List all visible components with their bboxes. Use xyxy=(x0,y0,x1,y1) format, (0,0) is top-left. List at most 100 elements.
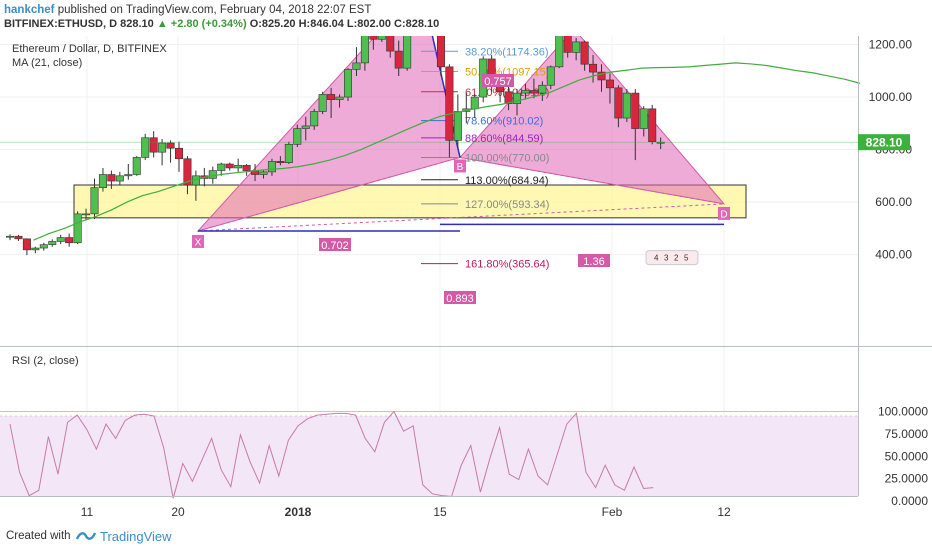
candle-body xyxy=(158,142,167,153)
candle-body xyxy=(267,161,276,173)
harmonic-point-label: D xyxy=(720,209,727,220)
time-tick-label: Feb xyxy=(602,505,623,519)
candle-body xyxy=(225,163,234,169)
candle-body xyxy=(538,84,547,94)
candle-body xyxy=(217,163,226,171)
candle-body xyxy=(360,36,369,64)
fib-level-label: 161.80%(365.64) xyxy=(465,259,549,271)
candle-body xyxy=(6,235,15,238)
candle-body xyxy=(124,174,133,177)
candle-body xyxy=(504,91,513,104)
candle-body xyxy=(580,41,589,65)
time-tick-label: 2018 xyxy=(285,505,312,519)
candle-body xyxy=(107,174,116,182)
candle-body xyxy=(242,165,251,171)
candle-body xyxy=(90,187,99,215)
rsi-tick-label: 75.0000 xyxy=(885,427,929,441)
tradingview-logo-icon xyxy=(76,532,96,540)
ratio-line-bd xyxy=(459,156,725,205)
rsi-tick-label: 100.0000 xyxy=(878,405,928,419)
ratio-label: 0.893 xyxy=(446,293,474,305)
candle-body xyxy=(318,94,327,112)
rsi-tick-label: 50.0000 xyxy=(885,449,929,463)
moving-average-line xyxy=(33,62,861,241)
harmonic-point-marker xyxy=(192,234,204,248)
harmonic-point-label: X xyxy=(195,237,202,248)
candle-body xyxy=(98,174,107,188)
candle-body xyxy=(141,137,150,158)
candle-body xyxy=(301,125,310,129)
tradingview-link[interactable]: TradingView xyxy=(100,529,172,544)
candle-body xyxy=(555,36,564,68)
candle-body xyxy=(14,235,23,240)
candle-body xyxy=(183,158,192,186)
ratio-badge xyxy=(319,238,351,251)
price-chart[interactable]: 0.00%(1424.30)38.20%(1174.36)50.00%(1097… xyxy=(0,36,932,524)
candle-body xyxy=(521,90,530,94)
candle-body xyxy=(563,36,572,53)
harmonic-point-label: B xyxy=(457,162,464,173)
last-price-badge-label: 828.10 xyxy=(866,136,903,150)
candle-body xyxy=(512,92,521,104)
fib-level-label: 78.60%(910.02) xyxy=(465,116,543,128)
candle-body xyxy=(639,108,648,129)
last-price: 828.10 xyxy=(120,18,154,30)
candle-body xyxy=(73,213,82,244)
fib-level-label: 88.60%(844.59) xyxy=(465,133,543,145)
candle-body xyxy=(65,237,74,244)
candle-body xyxy=(175,147,184,160)
symbol-info: BITFINEX:ETHUSD, D 828.10 ▲ +2.80 (+0.34… xyxy=(4,18,439,30)
candle-body xyxy=(470,96,479,110)
candle-body xyxy=(546,66,555,86)
candle-body xyxy=(589,63,598,73)
candle-body xyxy=(631,92,640,129)
candle-body xyxy=(403,36,412,69)
candle-body xyxy=(82,213,91,216)
candle-body xyxy=(293,128,302,145)
harmonic-point-marker xyxy=(718,206,730,220)
candle-body xyxy=(276,161,285,163)
candle-body xyxy=(352,62,361,70)
candle-body xyxy=(56,237,65,242)
created-with-text: Created with xyxy=(6,530,71,542)
support-zone xyxy=(73,184,747,219)
price-tick-label: 1200.00 xyxy=(869,38,913,52)
candle-body xyxy=(259,171,268,175)
candle-body xyxy=(386,36,395,52)
time-tick-label: 20 xyxy=(171,505,185,519)
price-tick-label: 1000.00 xyxy=(869,90,913,104)
candle-body xyxy=(149,137,158,153)
fib-level-label: 127.00%(593.34) xyxy=(465,199,549,211)
events-badge-count: 3 xyxy=(664,254,669,263)
price-tick-label: 400.00 xyxy=(875,248,912,262)
candle-body xyxy=(48,241,57,245)
price-legend-title: Ethereum / Dollar, D, BITFINEX xyxy=(12,43,167,55)
candle-body xyxy=(369,36,378,40)
published-text: published on TradingView.com, February 0… xyxy=(54,4,372,16)
ratio-label: 1.36 xyxy=(583,256,604,268)
price-change: ▲ +2.80 (+0.34%) xyxy=(156,18,247,30)
events-badge-count: 2 xyxy=(674,254,679,263)
ratio-line-xd xyxy=(197,203,725,232)
fib-level-label: 38.20%(1174.36) xyxy=(465,46,549,58)
candle-body xyxy=(39,244,48,249)
ratio-badge xyxy=(482,74,514,87)
ohlc-values: O:825.20 H:846.04 L:802.00 C:828.10 xyxy=(249,18,440,30)
candle-body xyxy=(22,238,31,251)
candle-body xyxy=(597,71,606,81)
footer: Created with TradingView xyxy=(0,524,932,550)
publish-info: hankchef published on TradingView.com, F… xyxy=(4,4,371,16)
harmonic-point-marker xyxy=(454,159,466,173)
ma-legend: MA (21, close) xyxy=(12,57,82,69)
ratio-badge xyxy=(444,291,476,304)
candle-body xyxy=(614,87,623,119)
candle-body xyxy=(622,92,631,119)
rsi-legend: RSI (2, close) xyxy=(12,355,79,367)
candle-body xyxy=(648,108,657,142)
rsi-line xyxy=(9,410,654,499)
author-link[interactable]: hankchef xyxy=(4,4,55,16)
candle-body xyxy=(310,111,319,127)
candle-body xyxy=(605,79,614,89)
candle-body xyxy=(377,36,386,40)
time-tick-label: 15 xyxy=(433,505,447,519)
